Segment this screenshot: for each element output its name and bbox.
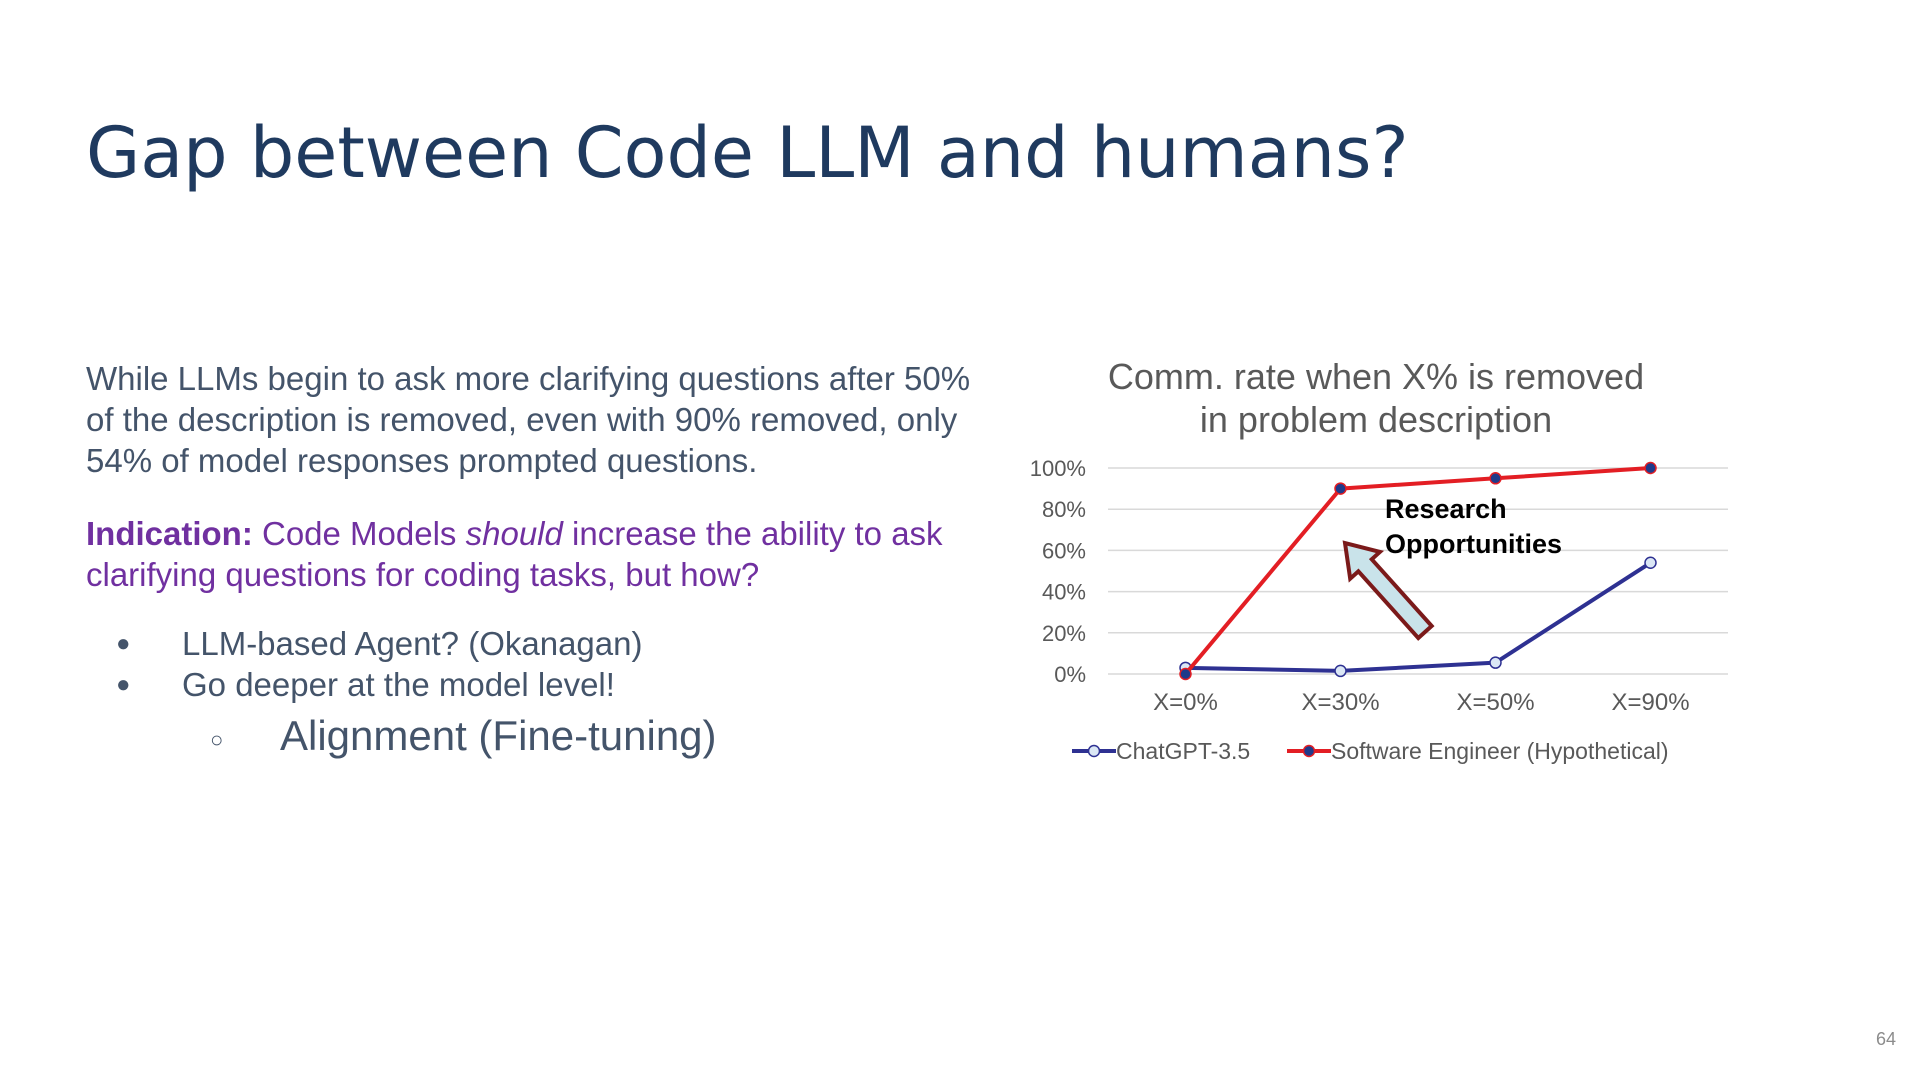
legend-label: ChatGPT-3.5 <box>1116 738 1250 764</box>
indication-emphasis: should <box>465 515 563 552</box>
slide-title: Gap between Code LLM and humans? <box>86 112 1409 194</box>
indication-label: Indication: <box>86 515 253 552</box>
annotation-text: Opportunities <box>1385 529 1562 559</box>
y-tick-label: 100% <box>1030 456 1086 481</box>
bullet-text: LLM-based Agent? (Okanagan) <box>182 625 643 662</box>
legend-label: Software Engineer (Hypothetical) <box>1331 738 1669 764</box>
bullet-item: ● Go deeper at the model level! <box>86 664 986 705</box>
y-tick-label: 20% <box>1042 621 1086 646</box>
data-point <box>1644 461 1657 475</box>
indication-paragraph: Indication: Code Models should increase … <box>86 513 986 595</box>
x-tick-label: X=30% <box>1301 689 1379 716</box>
series-line-0 <box>1183 560 1653 673</box>
data-point <box>1489 472 1502 485</box>
bullet-dot-icon: ● <box>116 630 131 657</box>
y-tick-label: 40% <box>1042 580 1086 605</box>
legend-marker-1 <box>1302 744 1316 758</box>
x-tick-label: X=50% <box>1456 689 1534 716</box>
slide-body: While LLMs begin to ask more clarifying … <box>86 358 986 761</box>
sub-bullet-circle-icon: ○ <box>210 727 224 752</box>
chart-title-line: in problem description <box>1200 399 1552 440</box>
data-point <box>1489 656 1502 669</box>
data-point <box>1334 664 1347 678</box>
annotation-text: Research <box>1385 494 1507 524</box>
bullet-list: ● LLM-based Agent? (Okanagan) ● Go deeper … <box>86 623 986 705</box>
intro-paragraph: While LLMs begin to ask more clarifying … <box>86 360 971 479</box>
bullet-item: ● LLM-based Agent? (Okanagan) <box>86 623 986 664</box>
sub-bullet-list: ○ Alignment (Fine-tuning) <box>86 711 986 761</box>
y-tick-label: 0% <box>1054 662 1086 687</box>
sub-bullet-item: ○ Alignment (Fine-tuning) <box>86 711 986 761</box>
bullet-text: Go deeper at the model level! <box>182 666 615 703</box>
sub-bullet-text: Alignment (Fine-tuning) <box>280 712 717 759</box>
legend-marker-0 <box>1087 744 1101 758</box>
indication-text-post: increase the ability to ask clarifying q… <box>86 515 943 593</box>
y-tick-label: 60% <box>1042 538 1086 563</box>
data-point <box>1179 667 1192 681</box>
series-line-1 <box>1183 466 1653 676</box>
x-tick-label: X=0% <box>1153 689 1218 716</box>
chart-title-line: Comm. rate when X% is removed <box>1108 356 1644 397</box>
page-number: 64 <box>1875 1029 1896 1049</box>
bullet-dot-icon: ● <box>116 671 131 698</box>
data-point <box>1644 556 1657 570</box>
data-point <box>1334 482 1347 495</box>
indication-text-pre: Code Models <box>252 515 466 552</box>
x-tick-label: X=90% <box>1611 689 1689 716</box>
annotation-arrow-icon <box>1342 540 1435 641</box>
y-tick-label: 80% <box>1042 497 1086 522</box>
